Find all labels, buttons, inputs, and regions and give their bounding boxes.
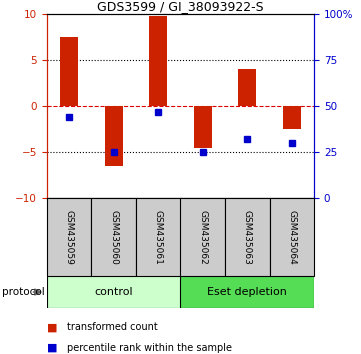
Bar <box>283 106 301 129</box>
Text: control: control <box>95 287 133 297</box>
Bar <box>270 198 314 276</box>
Bar <box>180 198 225 276</box>
Text: transformed count: transformed count <box>67 322 157 332</box>
Bar <box>238 69 256 106</box>
Bar <box>180 276 314 308</box>
Bar <box>225 198 270 276</box>
Text: percentile rank within the sample: percentile rank within the sample <box>67 343 232 353</box>
Title: GDS3599 / GI_38093922-S: GDS3599 / GI_38093922-S <box>97 0 264 13</box>
Bar <box>136 198 180 276</box>
Bar <box>60 37 78 106</box>
Text: Eset depletion: Eset depletion <box>207 287 287 297</box>
Text: ■: ■ <box>47 322 57 332</box>
Text: protocol: protocol <box>2 287 44 297</box>
Text: GSM435062: GSM435062 <box>198 210 207 264</box>
Text: GSM435064: GSM435064 <box>287 210 296 264</box>
Bar <box>47 276 180 308</box>
Bar <box>91 198 136 276</box>
Bar <box>47 198 91 276</box>
Text: GSM435060: GSM435060 <box>109 210 118 265</box>
Text: ■: ■ <box>47 343 57 353</box>
Text: GSM435059: GSM435059 <box>65 210 74 265</box>
Bar <box>149 16 167 106</box>
Bar <box>105 106 123 166</box>
Text: GSM435063: GSM435063 <box>243 210 252 265</box>
Text: GSM435061: GSM435061 <box>154 210 163 265</box>
Bar <box>194 106 212 148</box>
